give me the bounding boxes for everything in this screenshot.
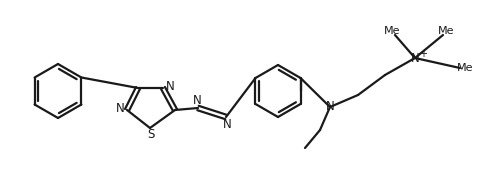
Text: Me: Me: [457, 63, 473, 73]
Text: N: N: [116, 102, 124, 115]
Text: N: N: [410, 51, 420, 64]
Text: N: N: [325, 100, 334, 113]
Text: N: N: [193, 94, 201, 107]
Text: N: N: [165, 81, 175, 94]
Text: S: S: [147, 128, 155, 141]
Text: Me: Me: [438, 26, 454, 36]
Text: Me: Me: [384, 26, 400, 36]
Text: N: N: [223, 117, 231, 130]
Text: +: +: [419, 49, 427, 59]
